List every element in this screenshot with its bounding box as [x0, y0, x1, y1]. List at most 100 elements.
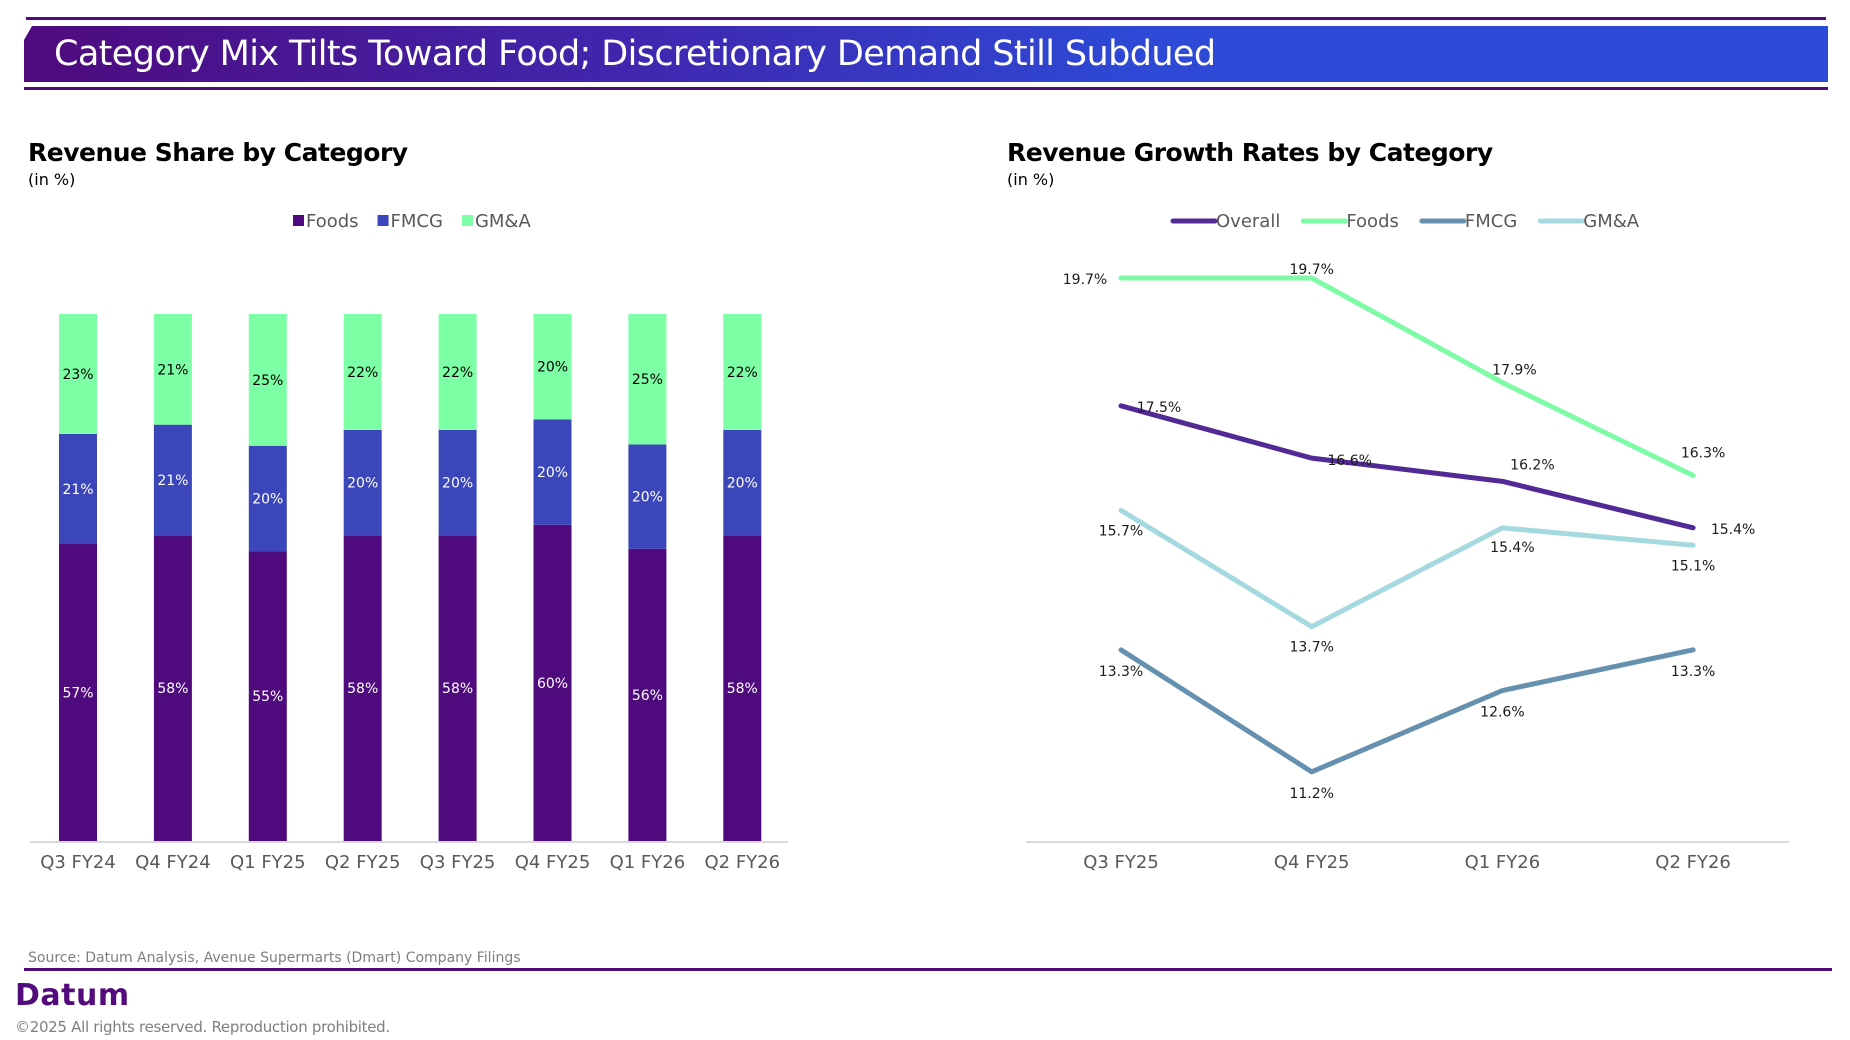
data-label-gmaa: 15.4%: [1490, 540, 1534, 556]
bar-label-gmaa: 22%: [442, 365, 473, 381]
bar-label-fmcg: 21%: [62, 482, 93, 498]
bar-label-fmcg: 21%: [157, 473, 188, 489]
data-label-foods: 19.7%: [1063, 272, 1107, 288]
data-label-fmcg: 11.2%: [1289, 786, 1333, 802]
series-line-foods: [1118, 275, 1696, 479]
bar-label-foods: 56%: [632, 688, 663, 704]
footer-rule: [24, 968, 1832, 971]
bar-segment-foods: [723, 535, 762, 841]
legend-swatch-fmcg: [377, 215, 389, 226]
legend-swatch-gmaa: [461, 215, 473, 226]
bar-segment-foods: [438, 535, 477, 841]
data-label-overall: 16.6%: [1327, 453, 1371, 469]
share-chart-title: Revenue Share by Category: [28, 138, 408, 167]
x-tick-label: Q2 FY25: [325, 852, 401, 873]
bar-label-gmaa: 21%: [157, 362, 188, 378]
bar-segment-gmaa: [59, 314, 97, 435]
legend-label-foods: Foods: [1346, 211, 1399, 232]
bar-label-fmcg: 20%: [727, 476, 758, 492]
data-label-fmcg: 13.3%: [1671, 664, 1715, 680]
data-label-overall: 16.2%: [1510, 457, 1554, 473]
bar-segment-fmcg: [59, 434, 97, 544]
series-line-fmcg: [1118, 647, 1696, 775]
bar-label-gmaa: 22%: [727, 365, 758, 381]
bar-segment-gmaa: [533, 314, 572, 420]
bar-segment-gmaa: [343, 314, 382, 430]
bar-segment-fmcg: [628, 444, 667, 549]
bar-segment-foods: [343, 535, 382, 841]
data-label-gmaa: 15.1%: [1671, 558, 1715, 574]
bar-label-foods: 57%: [62, 685, 93, 701]
legend-label-foods: Foods: [306, 211, 359, 232]
data-label-overall: 15.4%: [1711, 522, 1755, 538]
bar-label-foods: 58%: [347, 681, 378, 697]
bar-segment-foods: [59, 543, 97, 841]
data-label-foods: 17.9%: [1492, 363, 1536, 379]
x-tick-label: Q3 FY25: [420, 852, 496, 873]
bar-segment-foods: [628, 548, 667, 841]
bar-segment-foods: [153, 535, 192, 841]
bar-segment-fmcg: [153, 424, 192, 536]
series-line-overall: [1118, 403, 1696, 531]
bar-segment-gmaa: [248, 314, 287, 446]
bar-segment-gmaa: [438, 314, 477, 430]
bar-label-gmaa: 23%: [62, 367, 93, 383]
x-tick-label: Q3 FY24: [40, 852, 116, 873]
title-banner: Category Mix Tilts Toward Food; Discreti…: [24, 26, 1828, 82]
data-label-overall: 17.5%: [1137, 400, 1181, 416]
bar-label-foods: 55%: [252, 689, 283, 705]
legend-label-overall: Overall: [1216, 211, 1280, 232]
bar-segment-fmcg: [533, 419, 572, 525]
bar-label-foods: 58%: [442, 681, 473, 697]
brand-logo: Datum: [15, 978, 130, 1013]
bar-segment-gmaa: [628, 314, 667, 445]
header-top-rule: [26, 17, 1826, 20]
bar-label-fmcg: 20%: [537, 465, 568, 481]
bar-segment-fmcg: [723, 429, 762, 536]
bar-label-fmcg: 20%: [347, 476, 378, 492]
page-title: Category Mix Tilts Toward Food; Discreti…: [54, 34, 1216, 74]
header-bottom-rule: [24, 87, 1828, 90]
bar-segment-fmcg: [343, 429, 382, 536]
x-tick-label: Q4 FY25: [515, 852, 591, 873]
copyright-note: ©2025 All rights reserved. Reproduction …: [15, 1018, 390, 1036]
x-tick-label: Q2 FY26: [1655, 852, 1731, 873]
series-line-gmaa: [1118, 507, 1696, 630]
bar-label-gmaa: 20%: [537, 360, 568, 376]
x-tick-label: Q4 FY24: [135, 852, 211, 873]
x-tick-label: Q1 FY26: [1465, 852, 1541, 873]
x-tick-label: Q1 FY25: [230, 852, 306, 873]
bar-segment-fmcg: [248, 445, 287, 552]
legend-swatch-foods: [293, 215, 304, 226]
data-label-foods: 16.3%: [1681, 446, 1725, 462]
bar-segment-gmaa: [723, 314, 762, 430]
growth-chart-title: Revenue Growth Rates by Category: [1007, 138, 1493, 167]
bar-label-fmcg: 20%: [442, 476, 473, 492]
legend-label-gmaa: GM&A: [475, 211, 532, 232]
bar-label-foods: 58%: [157, 681, 188, 697]
source-note: Source: Datum Analysis, Avenue Supermart…: [28, 950, 521, 966]
data-label-gmaa: 15.7%: [1099, 523, 1143, 539]
bar-label-foods: 60%: [537, 676, 568, 692]
x-tick-label: Q2 FY26: [704, 852, 780, 873]
bar-segment-fmcg: [438, 429, 477, 536]
bar-label-fmcg: 20%: [632, 490, 663, 506]
bar-label-gmaa: 25%: [632, 372, 663, 388]
data-label-gmaa: 13.7%: [1289, 640, 1333, 656]
bar-segment-foods: [248, 551, 287, 841]
x-tick-label: Q1 FY26: [610, 852, 686, 873]
bar-label-gmaa: 22%: [347, 365, 378, 381]
data-label-fmcg: 12.6%: [1480, 705, 1524, 721]
legend-label-gmaa: GM&A: [1583, 211, 1640, 232]
data-label-fmcg: 13.3%: [1099, 664, 1143, 680]
x-tick-label: Q4 FY25: [1274, 852, 1350, 873]
bar-label-gmaa: 25%: [252, 373, 283, 389]
x-tick-label: Q3 FY25: [1083, 852, 1159, 873]
bar-label-fmcg: 20%: [252, 491, 283, 507]
bar-label-foods: 58%: [727, 681, 758, 697]
bar-segment-foods: [533, 524, 572, 841]
bar-segment-gmaa: [153, 314, 192, 425]
legend-label-fmcg: FMCG: [1465, 211, 1517, 232]
